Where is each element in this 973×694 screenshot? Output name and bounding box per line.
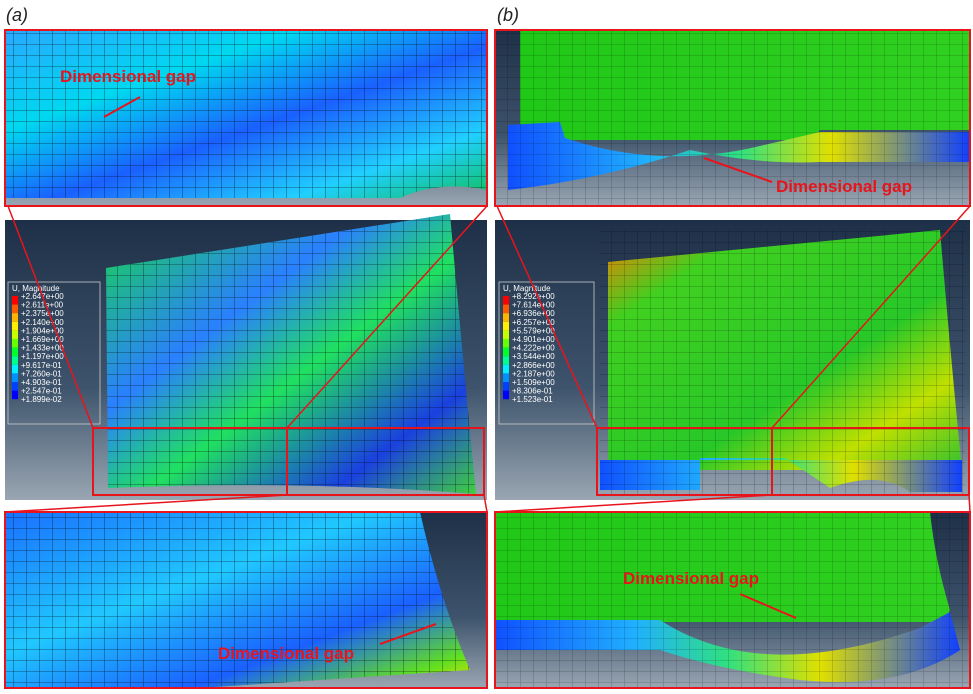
panel-a: (a) Dimensional gap U, Magnitude+2.647e+… bbox=[5, 5, 487, 688]
connector bbox=[969, 495, 970, 512]
panel-b: (b) Dimensional gap U, Magnitude+8.292e+… bbox=[495, 5, 970, 688]
legend-swatch bbox=[503, 305, 509, 314]
legend-swatch bbox=[503, 382, 509, 391]
legend-value: +1.523e-01 bbox=[512, 395, 553, 404]
legend-swatch bbox=[12, 313, 18, 322]
annotation: Dimensional gap bbox=[776, 177, 912, 196]
panel-label: (a) bbox=[6, 5, 28, 25]
page: {"panels": [ {"label": "(a)", "top_annot… bbox=[0, 0, 973, 694]
legend-swatch bbox=[503, 391, 509, 400]
legend-value: +1.899e-02 bbox=[21, 395, 62, 404]
legend-swatch bbox=[503, 313, 509, 322]
mesh bbox=[5, 30, 487, 198]
legend-swatch bbox=[12, 365, 18, 374]
legend-swatch bbox=[503, 322, 509, 331]
annotation: Dimensional gap bbox=[60, 67, 196, 86]
panel-label: (b) bbox=[497, 5, 519, 25]
legend-swatch bbox=[12, 348, 18, 357]
legend-swatch bbox=[12, 339, 18, 348]
legend-swatch bbox=[503, 348, 509, 357]
mesh bbox=[495, 512, 970, 688]
annotation: Dimensional gap bbox=[623, 569, 759, 588]
legend-swatch bbox=[503, 356, 509, 365]
legend-swatch bbox=[12, 296, 18, 305]
legend-swatch bbox=[503, 296, 509, 305]
legend-swatch bbox=[503, 373, 509, 382]
legend-swatch bbox=[12, 391, 18, 400]
legend-swatch bbox=[12, 305, 18, 314]
legend-swatch bbox=[503, 330, 509, 339]
annotation: Dimensional gap bbox=[218, 644, 354, 663]
legend-swatch bbox=[503, 339, 509, 348]
legend-swatch bbox=[12, 322, 18, 331]
mesh bbox=[600, 230, 965, 495]
legend-swatch bbox=[12, 373, 18, 382]
figure: (a) Dimensional gap U, Magnitude+2.647e+… bbox=[0, 0, 973, 689]
legend-swatch bbox=[12, 330, 18, 339]
legend-swatch bbox=[503, 365, 509, 374]
legend-swatch bbox=[12, 356, 18, 365]
legend-swatch bbox=[12, 382, 18, 391]
